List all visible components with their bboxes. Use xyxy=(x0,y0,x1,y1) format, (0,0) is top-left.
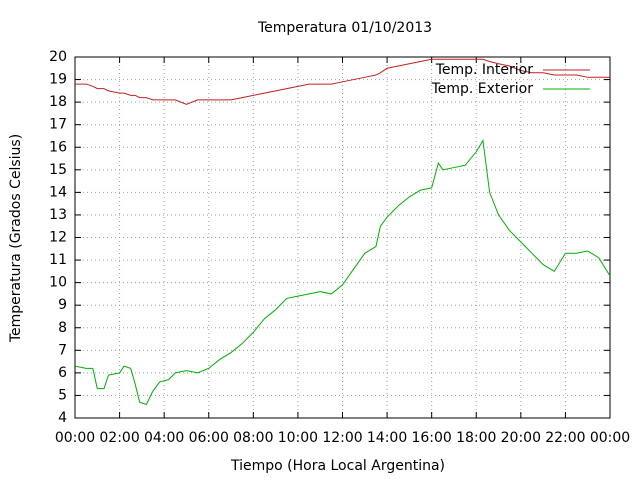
y-tick-label: 5 xyxy=(58,387,67,403)
x-tick-label: 22:00 xyxy=(545,430,585,446)
y-tick-label: 20 xyxy=(49,49,67,65)
x-tick-label: 14:00 xyxy=(367,430,407,446)
y-tick-label: 15 xyxy=(49,162,67,178)
y-tick-label: 10 xyxy=(49,275,67,291)
y-tick-label: 14 xyxy=(49,184,67,200)
plot-frame xyxy=(74,56,611,419)
x-tick-label: 16:00 xyxy=(411,430,451,446)
series-line xyxy=(74,138,611,406)
x-tick-label: 00:00 xyxy=(590,430,630,446)
y-tick-label: 12 xyxy=(49,230,67,246)
x-axis-label: Tiempo (Hora Local Argentina) xyxy=(230,458,445,474)
legend-label: Temp. Interior xyxy=(435,62,534,78)
y-tick-label: 9 xyxy=(58,297,67,313)
y-tick-label: 6 xyxy=(58,365,67,381)
y-axis-label: Temperatura (Grados Celsius) xyxy=(8,134,24,343)
x-tick-label: 06:00 xyxy=(189,430,229,446)
x-tick-label: 20:00 xyxy=(501,430,541,446)
y-tick-label: 4 xyxy=(58,410,67,426)
y-tick-label: 11 xyxy=(49,252,67,268)
y-tick-label: 13 xyxy=(49,207,67,223)
y-tick-label: 16 xyxy=(49,139,67,155)
x-tick-label: 18:00 xyxy=(456,430,496,446)
x-tick-label: 10:00 xyxy=(278,430,318,446)
y-tick-label: 7 xyxy=(58,342,67,358)
y-tick-label: 19 xyxy=(49,72,67,88)
x-tick-label: 12:00 xyxy=(322,430,362,446)
y-tick-label: 18 xyxy=(49,94,67,110)
x-tick-label: 08:00 xyxy=(233,430,273,446)
chart-title: Temperatura 01/10/2013 xyxy=(257,20,432,36)
x-tick-label: 02:00 xyxy=(99,430,139,446)
x-tick-label: 00:00 xyxy=(55,430,95,446)
legend-label: Temp. Exterior xyxy=(431,81,534,97)
y-tick-label: 8 xyxy=(58,320,67,336)
series-line xyxy=(75,58,610,105)
y-tick-label: 17 xyxy=(49,117,67,133)
x-tick-label: 04:00 xyxy=(144,430,184,446)
